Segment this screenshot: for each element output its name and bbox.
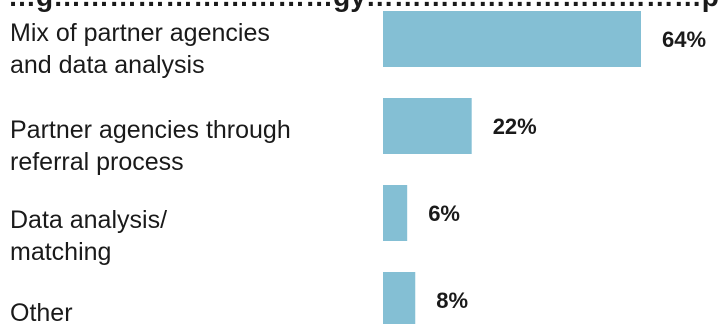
category-labels: Mix of partner agencies and data analysis… [10, 19, 291, 324]
bar-0 [383, 11, 641, 67]
category-label-2: Data analysis/matching [10, 206, 167, 266]
category-label-line: Data analysis/ [10, 206, 167, 234]
chart-title-partial: …g…………………………gy………………………………p… [8, 0, 718, 12]
bar-3 [383, 272, 416, 324]
category-label-line: Partner agencies through [10, 116, 291, 144]
category-label-line: and data analysis [10, 51, 205, 79]
category-label-1: Partner agencies through referral process [10, 116, 291, 176]
value-label-1: 22% [493, 114, 537, 139]
category-label-line: Mix of partner agencies [10, 19, 270, 47]
category-label-line: referral process [10, 148, 184, 176]
category-label-line: matching [10, 238, 111, 266]
value-labels: 64% 22% 6% 8% [428, 27, 706, 313]
chart-title: …g…………………………gy………………………………p… [8, 0, 718, 12]
category-label-0: Mix of partner agencies and data analysis [10, 19, 270, 79]
bars [383, 11, 641, 324]
category-label-3: Other [10, 299, 73, 324]
value-label-2: 6% [428, 201, 460, 226]
category-label-line: Other [10, 299, 73, 324]
bar-1 [383, 98, 472, 154]
value-label-0: 64% [662, 27, 706, 52]
bar-2 [383, 185, 408, 241]
value-label-3: 8% [436, 288, 468, 313]
